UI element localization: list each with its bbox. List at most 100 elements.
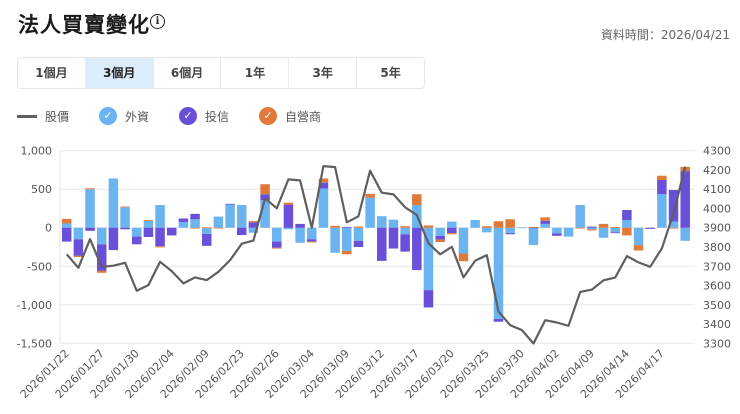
bar-投信 xyxy=(622,210,632,221)
legend-item-foreign[interactable]: ✓ 外資 xyxy=(99,107,149,125)
right-axis-tick-label: 3300 xyxy=(703,337,731,350)
right-axis-tick-label: 4300 xyxy=(703,145,731,158)
bar-投信 xyxy=(96,244,107,271)
bar-外資 xyxy=(610,227,620,233)
bar-外資 xyxy=(505,227,515,234)
bar-投信 xyxy=(400,234,410,252)
check-icon: ✓ xyxy=(179,107,198,125)
bar-外資 xyxy=(517,227,527,229)
bar-外資 xyxy=(330,227,340,253)
bar-自營商 xyxy=(482,226,492,228)
tab-5-years[interactable]: 5年 xyxy=(380,66,401,80)
legend-item-price[interactable]: 股價 xyxy=(17,108,69,125)
tab-3-months[interactable]: 3個月 xyxy=(85,58,154,88)
right-axis-tick-label: 3500 xyxy=(703,299,731,312)
bar-外資 xyxy=(435,227,445,236)
bar-外資 xyxy=(155,205,165,228)
tab-1-month[interactable]: 1個月 xyxy=(18,58,86,88)
bar-投信 xyxy=(645,227,655,229)
bar-自營商 xyxy=(540,217,550,221)
right-axis-tick-label: 4000 xyxy=(703,202,731,215)
bar-投信 xyxy=(131,236,142,245)
bar-外資 xyxy=(657,194,667,228)
bar-自營商 xyxy=(73,255,84,258)
bar-投信 xyxy=(272,241,282,248)
bar-外資 xyxy=(85,189,95,228)
bar-外資 xyxy=(225,204,235,228)
bar-自營商 xyxy=(213,227,224,229)
bar-外資 xyxy=(575,205,585,228)
bar-投信 xyxy=(657,179,667,195)
bar-外資 xyxy=(470,220,480,228)
bar-投信 xyxy=(505,233,515,235)
bar-外資 xyxy=(96,227,107,245)
bar-投信 xyxy=(260,194,270,201)
bar-投信 xyxy=(237,227,247,236)
bar-外資 xyxy=(353,227,364,241)
bar-投信 xyxy=(668,189,679,222)
bar-投信 xyxy=(190,213,200,220)
bar-外資 xyxy=(237,205,247,228)
bar-外資 xyxy=(400,227,410,235)
check-icon: ✓ xyxy=(259,107,278,125)
bar-自營商 xyxy=(458,253,469,262)
bar-外資 xyxy=(365,197,375,228)
bar-自營商 xyxy=(143,220,154,221)
bar-外資 xyxy=(318,188,329,228)
bar-自營商 xyxy=(587,229,597,231)
right-axis-tick-label: 3800 xyxy=(703,241,731,254)
bar-投信 xyxy=(610,232,620,234)
bar-自營商 xyxy=(120,206,130,208)
bar-外資 xyxy=(272,227,282,242)
bar-外資 xyxy=(447,221,457,228)
page-title: 法人買賣變化 xyxy=(18,13,150,37)
bar-自營商 xyxy=(575,227,585,229)
data-timestamp: 資料時間：2026/04/21 xyxy=(600,28,730,42)
bar-自營商 xyxy=(330,225,340,228)
bar-外資 xyxy=(482,227,492,233)
bar-投信 xyxy=(143,227,154,237)
bar-外資 xyxy=(377,216,387,228)
bar-外資 xyxy=(622,220,632,228)
right-axis-tick-label: 3900 xyxy=(703,222,731,235)
institutional-trading-chart: 1,000 500 0 -500 -1,000 -1,500 4300 4200 4100 400… xyxy=(17,145,731,401)
period-tabs: 1個月 3個月 6個月 1年 3年 5年 xyxy=(17,57,425,89)
bar-投信 xyxy=(552,233,562,236)
bar-投信 xyxy=(61,227,72,242)
bar-自營商 xyxy=(528,226,539,228)
left-axis-tick-label: -1,500 xyxy=(17,337,52,350)
chart-legend: 股價 ✓ 外資 ✓ 投信 ✓ 自營商 xyxy=(17,107,351,125)
bar-自營商 xyxy=(318,178,329,183)
bar-自營商 xyxy=(657,175,667,180)
legend-item-dealer[interactable]: ✓ 自營商 xyxy=(259,107,321,125)
left-axis-tick-label: 500 xyxy=(31,183,52,196)
tab-3-years[interactable]: 3年 xyxy=(289,58,358,88)
bar-自營商 xyxy=(283,202,294,205)
legend-item-trust[interactable]: ✓ 投信 xyxy=(179,107,229,125)
bar-自營商 xyxy=(353,226,364,228)
info-icon[interactable]: i xyxy=(150,14,165,29)
bar-外資 xyxy=(307,227,317,240)
bar-投信 xyxy=(353,240,364,247)
bar-投信 xyxy=(447,227,457,234)
bar-外資 xyxy=(388,219,399,228)
bar-自營商 xyxy=(190,227,200,229)
right-axis-tick-label: 3700 xyxy=(703,260,731,273)
bar-自營商 xyxy=(365,193,375,198)
bar-自營商 xyxy=(201,227,212,229)
bar-外資 xyxy=(423,227,434,291)
tab-1-year[interactable]: 1年 xyxy=(221,58,290,88)
bar-自營商 xyxy=(400,226,410,228)
bar-投信 xyxy=(680,171,690,228)
bar-投信 xyxy=(201,233,212,246)
legend-label: 自營商 xyxy=(285,109,322,124)
bar-投信 xyxy=(85,227,95,231)
bar-外資 xyxy=(178,221,189,228)
bar-外資 xyxy=(260,200,270,228)
bar-外資 xyxy=(73,227,84,240)
bar-自營商 xyxy=(342,250,352,255)
bar-自營商 xyxy=(307,241,317,243)
tab-6-months[interactable]: 6個月 xyxy=(154,58,222,88)
bar-外資 xyxy=(598,227,609,238)
left-axis-tick-label: -500 xyxy=(27,260,52,273)
